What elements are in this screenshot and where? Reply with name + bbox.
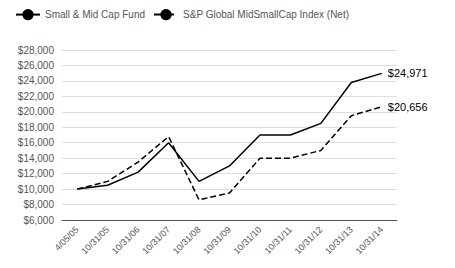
svg-text:$14,000: $14,000 xyxy=(18,153,55,164)
svg-text:$8,000: $8,000 xyxy=(23,199,54,210)
svg-text:$28,000: $28,000 xyxy=(18,45,55,56)
svg-text:$16,000: $16,000 xyxy=(18,137,55,148)
svg-text:S&P Global MidSmallCap Index (: S&P Global MidSmallCap Index (Net) xyxy=(183,9,349,20)
svg-text:$12,000: $12,000 xyxy=(18,168,55,179)
svg-text:$20,000: $20,000 xyxy=(18,106,55,117)
svg-text:10/31/09: 10/31/09 xyxy=(201,224,233,256)
svg-text:$26,000: $26,000 xyxy=(18,60,55,71)
svg-text:$18,000: $18,000 xyxy=(18,122,55,133)
svg-text:10/31/10: 10/31/10 xyxy=(232,224,264,256)
svg-text:Small & Mid Cap Fund: Small & Mid Cap Fund xyxy=(45,9,145,20)
svg-text:$24,971: $24,971 xyxy=(388,67,428,79)
svg-text:10/31/05: 10/31/05 xyxy=(79,224,111,256)
svg-text:10/31/13: 10/31/13 xyxy=(323,224,355,256)
svg-text:$6,000: $6,000 xyxy=(23,215,54,226)
svg-text:10/31/08: 10/31/08 xyxy=(171,224,203,256)
svg-text:$24,000: $24,000 xyxy=(18,75,55,86)
svg-text:10/31/14: 10/31/14 xyxy=(353,224,385,256)
svg-text:$10,000: $10,000 xyxy=(18,184,55,195)
svg-text:4/05/05: 4/05/05 xyxy=(52,224,80,252)
svg-text:10/31/06: 10/31/06 xyxy=(110,224,142,256)
svg-text:10/31/07: 10/31/07 xyxy=(140,224,172,256)
svg-text:10/31/12: 10/31/12 xyxy=(293,224,325,256)
svg-text:10/31/11: 10/31/11 xyxy=(263,224,294,255)
svg-text:$22,000: $22,000 xyxy=(18,91,55,102)
svg-text:$20,656: $20,656 xyxy=(388,101,428,113)
